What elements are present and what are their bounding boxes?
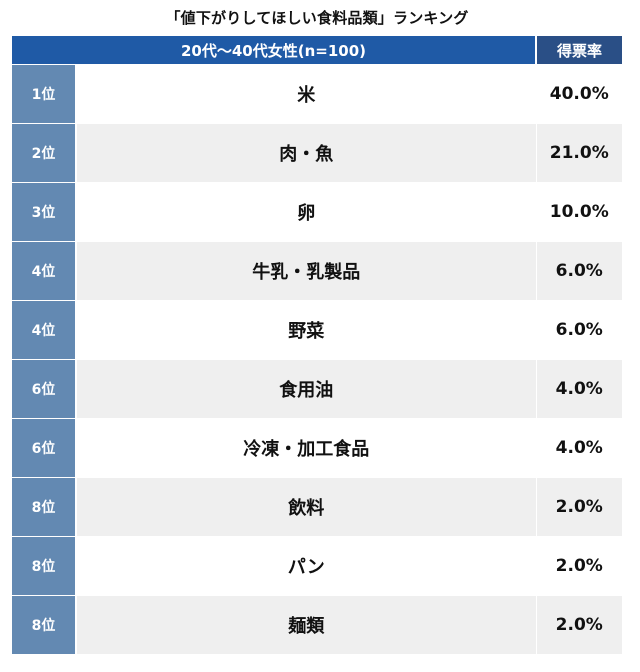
food-item-label: 麺類 [76, 595, 536, 655]
food-item-label: パン [76, 536, 536, 596]
rank-label: 6位 [12, 418, 77, 478]
rank-label: 1位 [12, 64, 77, 124]
vote-rate-value: 6.0% [535, 241, 622, 301]
vote-rate-value: 21.0% [535, 123, 622, 183]
chart-title: 「値下がりしてほしい食料品類」ランキング [165, 9, 469, 27]
vote-rate-value: 6.0% [535, 300, 622, 360]
rank-label: 4位 [12, 241, 77, 301]
table-row: 3位卵 10.0% [12, 182, 622, 242]
rank-label: 4位 [12, 300, 77, 360]
table-row: 2位 肉・魚 21.0% [12, 123, 622, 183]
rank-label: 2位 [12, 123, 77, 183]
food-item-label: 牛乳・乳製品 [76, 241, 536, 301]
food-item-label: 飲料 [76, 477, 536, 537]
table-header-row: 20代〜40代女性(n=100) 得票率 [12, 36, 622, 65]
table-row: 8位 麺類 2.0% [12, 595, 622, 655]
rank-label: 8位 [12, 536, 77, 596]
vote-rate-value: 4.0% [535, 418, 622, 478]
food-item-label: 野菜 [76, 300, 536, 360]
table-row: 6位 食用油 4.0% [12, 359, 622, 419]
vote-rate-value: 2.0% [535, 477, 622, 537]
table-row: 8位 パン 2.0% [12, 536, 622, 596]
table-row: 4位 牛乳・乳製品 6.0% [12, 241, 622, 301]
respondent-group-header: 20代〜40代女性(n=100) [12, 36, 536, 65]
vote-rate-value: 4.0% [535, 359, 622, 419]
food-item-label: 食用油 [76, 359, 536, 419]
rank-label: 8位 [12, 595, 77, 655]
rank-label: 6位 [12, 359, 77, 419]
table-row: 1位米 40.0% [12, 64, 622, 124]
table-body: 1位米 40.0% 2位 肉・魚 21.0% 3位卵 10.0% 4位 牛乳・乳製品 6.0% 4位… [12, 64, 622, 655]
food-item-label: 米 [76, 64, 536, 124]
food-item-label: 卵 [76, 182, 536, 242]
vote-rate-value: 10.0% [535, 182, 622, 242]
vote-rate-value: 2.0% [535, 595, 622, 655]
rank-label: 3位 [12, 182, 77, 242]
food-item-label: 冷凍・加工食品 [76, 418, 536, 478]
table-row: 6位 冷凍・加工食品 4.0% [12, 418, 622, 478]
ranking-table: 20代〜40代女性(n=100) 得票率 1位米 40.0% 2位 肉・魚 21.0% 3… [12, 36, 622, 655]
vote-rate-value: 2.0% [535, 536, 622, 596]
table-row: 8位 飲料 2.0% [12, 477, 622, 537]
food-item-label: 肉・魚 [76, 123, 536, 183]
vote-rate-value: 40.0% [535, 64, 622, 124]
rank-label: 8位 [12, 477, 77, 537]
vote-rate-header: 得票率 [535, 36, 622, 65]
table-row: 4位 野菜 6.0% [12, 300, 622, 360]
